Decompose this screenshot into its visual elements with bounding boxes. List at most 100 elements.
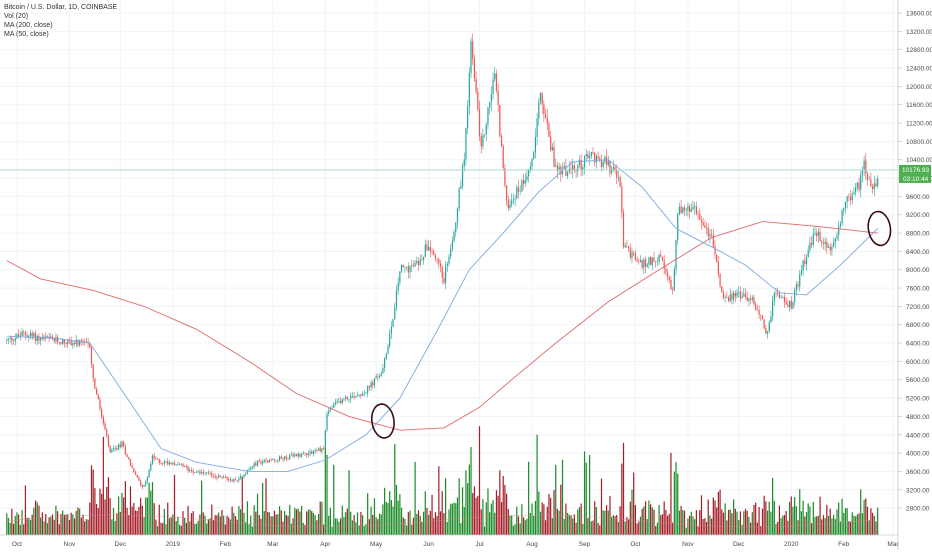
candle-body — [858, 182, 860, 190]
volume-bar — [817, 515, 819, 535]
y-tick-label: 4000.00 — [906, 451, 930, 458]
x-tick-label: Nov — [682, 541, 694, 548]
candle-body — [511, 200, 513, 205]
volume-bar — [729, 509, 731, 535]
volume-bar — [219, 516, 221, 535]
candle-body — [245, 473, 247, 475]
y-tick-label: 5200.00 — [906, 396, 930, 403]
volume-bar — [373, 498, 376, 535]
candle-body — [360, 394, 362, 396]
candle-body — [226, 477, 228, 480]
candle-body — [187, 466, 189, 471]
candle-body — [162, 463, 164, 465]
volume-bar — [358, 525, 360, 535]
candle-body — [99, 399, 101, 410]
candle-body — [307, 453, 309, 456]
candle-body — [75, 339, 77, 345]
candle-body — [551, 147, 553, 151]
y-tick-label: 13200.00 — [906, 29, 932, 36]
volume-bar — [260, 518, 262, 535]
volume-bar — [831, 518, 833, 535]
candle-body — [560, 166, 562, 175]
candle-body — [687, 205, 689, 211]
candle-body — [53, 338, 55, 342]
candle-body — [82, 340, 84, 343]
volume-bar — [355, 522, 357, 535]
candle-body — [280, 456, 282, 459]
volume-bar — [739, 511, 742, 535]
candle-body — [380, 373, 382, 377]
candle-body — [63, 339, 65, 344]
volume-bar — [65, 514, 67, 535]
y-tick-label: 6400.00 — [906, 341, 930, 348]
volume-bar — [785, 510, 787, 535]
volume-bar — [700, 495, 703, 535]
y-tick-label: 8000.00 — [906, 267, 930, 274]
volume-bar — [856, 514, 858, 535]
candle-body — [217, 475, 220, 478]
y-tick-label: 12800.00 — [906, 47, 932, 54]
volume-bar — [429, 510, 431, 535]
candle-body — [190, 469, 193, 471]
candle-body — [239, 476, 242, 479]
candle-body — [833, 242, 835, 247]
volume-bar — [84, 521, 86, 535]
candle-body — [475, 78, 477, 92]
candle-body — [626, 245, 628, 247]
candle-body — [341, 399, 343, 404]
volume-bar — [829, 508, 831, 535]
candle-body — [616, 170, 618, 178]
volume-bar — [478, 426, 481, 535]
volume-bar — [287, 515, 289, 535]
candle-body — [483, 134, 486, 135]
candle-body — [223, 477, 225, 479]
candle-body — [834, 238, 836, 243]
candle-body — [300, 453, 303, 457]
candle-body — [448, 256, 450, 264]
candle-body — [692, 207, 694, 210]
volume-bar — [73, 518, 76, 535]
candle-body — [214, 475, 216, 478]
volume-bar — [600, 478, 603, 535]
volume-bar — [111, 519, 113, 535]
volume-bar — [116, 513, 118, 535]
volume-bar — [119, 512, 121, 535]
candle-body — [250, 467, 252, 470]
candle-body — [487, 107, 489, 125]
candle-body — [853, 192, 855, 195]
volume-bar — [265, 478, 267, 535]
candle-body — [810, 242, 813, 245]
candle-body — [373, 378, 376, 386]
candle-body — [528, 169, 530, 177]
volume-bar — [206, 523, 208, 535]
volume-bar — [390, 499, 393, 535]
candle-body — [246, 469, 248, 474]
volume-bar — [448, 509, 450, 535]
volume-bar — [617, 522, 620, 535]
candle-body — [480, 136, 482, 147]
volume-bar — [329, 507, 332, 535]
volume-bar — [680, 506, 682, 535]
volume-bar — [673, 471, 675, 535]
volume-bar — [323, 524, 325, 535]
candle-body — [634, 253, 636, 260]
volume-bar — [16, 512, 18, 535]
volume-bar — [502, 476, 504, 535]
candle-body — [775, 293, 777, 294]
volume-bar — [800, 511, 803, 535]
candle-body — [531, 158, 533, 167]
candle-body — [329, 407, 332, 411]
countdown-tag — [899, 173, 931, 183]
candle-body — [604, 156, 606, 162]
volume-bar — [43, 521, 45, 535]
candle-body — [431, 251, 433, 252]
volume-bar — [248, 524, 250, 535]
candle-body — [436, 258, 438, 260]
volume-bar — [92, 469, 94, 535]
volume-bar — [48, 517, 50, 535]
volume-bar — [839, 521, 842, 535]
candle-body — [575, 169, 577, 172]
volume-bar — [406, 525, 408, 535]
